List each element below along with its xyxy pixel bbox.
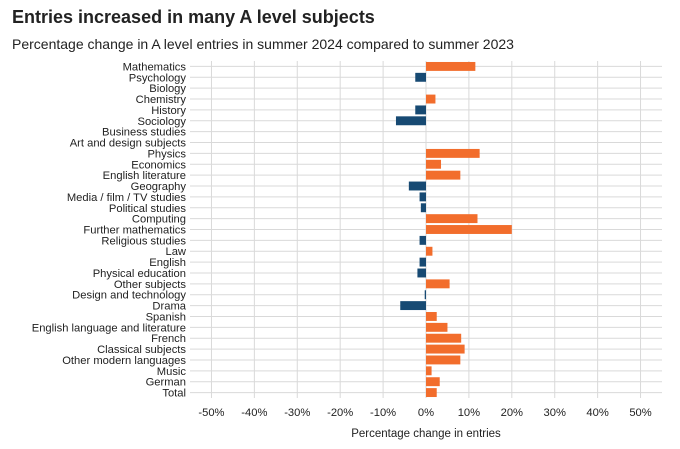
bar — [415, 72, 426, 82]
x-tick-label: -20% — [327, 407, 353, 419]
bar — [426, 366, 432, 376]
category-label: Chemistry — [136, 94, 187, 106]
bar — [426, 148, 480, 158]
bar — [426, 61, 476, 71]
bar — [426, 170, 461, 180]
bar — [415, 105, 426, 115]
x-axis-title: Percentage change in entries — [351, 428, 501, 440]
category-label: Art and design subjects — [70, 138, 187, 150]
bar — [426, 225, 512, 234]
category-label: Religious studies — [101, 235, 186, 247]
category-labels: MathematicsPsychologyBiologyChemistryHis… — [32, 61, 187, 399]
x-tick-label: 50% — [629, 407, 651, 419]
category-label: Biology — [149, 83, 186, 95]
category-label: Total — [162, 388, 186, 400]
category-label: English — [149, 257, 186, 269]
bar — [426, 94, 436, 104]
category-label: Other subjects — [114, 279, 187, 291]
bar — [426, 279, 450, 289]
bar — [419, 235, 426, 245]
category-label: Further mathematics — [83, 225, 186, 237]
category-label: Physical education — [93, 268, 186, 280]
bar — [426, 388, 437, 398]
category-label: English language and literature — [32, 322, 186, 334]
x-tick-label: -10% — [370, 407, 396, 419]
bar — [420, 203, 426, 213]
category-label: Classical subjects — [97, 344, 186, 356]
bar — [426, 344, 465, 354]
x-tick-label: 40% — [586, 407, 608, 419]
category-label: Spanish — [146, 311, 186, 323]
bars — [395, 61, 512, 398]
category-label: English literature — [103, 170, 186, 182]
bar — [426, 377, 440, 387]
bar — [426, 322, 448, 332]
bar — [395, 116, 426, 126]
x-tick-label: 10% — [458, 407, 480, 419]
category-label: Political studies — [109, 203, 187, 215]
bar — [426, 355, 461, 365]
x-tick-label: 0% — [418, 407, 434, 419]
category-label: Media / film / TV studies — [67, 192, 187, 204]
bar — [426, 159, 442, 169]
category-label: French — [151, 333, 186, 345]
bar — [408, 181, 426, 191]
category-label: Other modern languages — [62, 355, 186, 367]
x-tick-label: 30% — [544, 407, 566, 419]
category-label: Law — [165, 246, 186, 258]
category-label: Music — [157, 366, 187, 378]
chart-subtitle: Percentage change in A level entries in … — [12, 36, 514, 52]
category-label: Economics — [131, 159, 186, 171]
bar — [426, 246, 433, 256]
category-label: German — [146, 377, 186, 389]
bar — [424, 290, 426, 300]
x-tick-labels: -50% -40% -30% -20% -10% 0% 10% 20% 30% 40% 50% — [198, 407, 651, 419]
category-label: History — [151, 105, 186, 117]
bar — [426, 214, 478, 224]
bar — [417, 268, 426, 278]
x-tick-label: 20% — [501, 407, 523, 419]
chart-title: Entries increased in many A level subjec… — [12, 7, 375, 27]
category-label: Design and technology — [72, 290, 186, 302]
category-label: Physics — [147, 148, 186, 160]
x-tick-label: -50% — [198, 407, 224, 419]
bar — [426, 312, 437, 321]
category-label: Sociology — [137, 116, 186, 128]
category-label: Geography — [131, 181, 187, 193]
bar — [426, 333, 462, 343]
bar — [400, 301, 426, 311]
bar — [419, 192, 426, 202]
category-label: Computing — [132, 214, 186, 226]
bar — [419, 257, 426, 267]
category-label: Mathematics — [123, 61, 187, 73]
x-tick-label: -30% — [284, 407, 310, 419]
category-label: Psychology — [129, 72, 187, 84]
category-label: Business studies — [102, 127, 186, 139]
category-label: Drama — [152, 301, 186, 313]
x-tick-label: -40% — [241, 407, 267, 419]
